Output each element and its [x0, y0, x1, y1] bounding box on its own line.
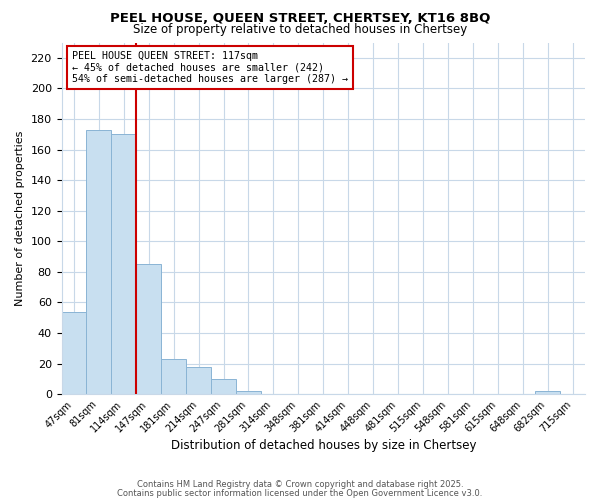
Text: Contains HM Land Registry data © Crown copyright and database right 2025.: Contains HM Land Registry data © Crown c…: [137, 480, 463, 489]
Text: Size of property relative to detached houses in Chertsey: Size of property relative to detached ho…: [133, 22, 467, 36]
Bar: [535, 391, 560, 394]
Bar: [161, 359, 186, 394]
Y-axis label: Number of detached properties: Number of detached properties: [15, 130, 25, 306]
Text: PEEL HOUSE QUEEN STREET: 117sqm
← 45% of detached houses are smaller (242)
54% o: PEEL HOUSE QUEEN STREET: 117sqm ← 45% of…: [72, 52, 348, 84]
Text: PEEL HOUSE, QUEEN STREET, CHERTSEY, KT16 8BQ: PEEL HOUSE, QUEEN STREET, CHERTSEY, KT16…: [110, 12, 490, 26]
Bar: [211, 379, 236, 394]
X-axis label: Distribution of detached houses by size in Chertsey: Distribution of detached houses by size …: [170, 440, 476, 452]
Bar: [186, 366, 211, 394]
Bar: [62, 312, 86, 394]
Bar: [112, 134, 136, 394]
Text: Contains public sector information licensed under the Open Government Licence v3: Contains public sector information licen…: [118, 488, 482, 498]
Bar: [86, 130, 112, 394]
Bar: [136, 264, 161, 394]
Bar: [236, 391, 261, 394]
